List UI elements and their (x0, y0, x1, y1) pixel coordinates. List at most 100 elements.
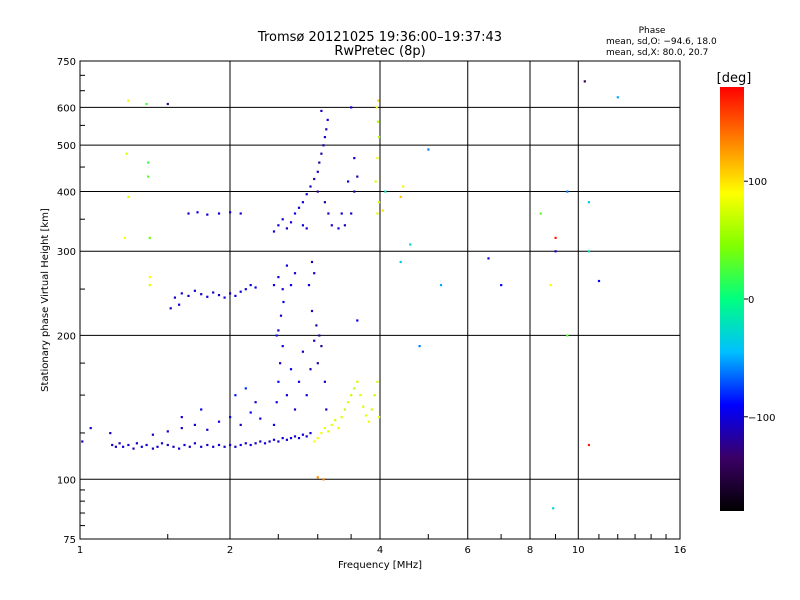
scatter-point (147, 175, 150, 178)
scatter-point (148, 236, 151, 239)
scatter-point (229, 443, 232, 447)
y-axis-label: Stationary phase Virtual Height [km] (40, 208, 51, 392)
scatter-point (315, 324, 318, 327)
scatter-point (309, 368, 312, 371)
y-tick-label: 750 (57, 57, 76, 68)
scatter-point (196, 211, 199, 214)
scatter-point (180, 292, 183, 295)
scatter-point (320, 152, 323, 155)
scatter-point (353, 190, 356, 193)
scatter-point (140, 445, 143, 448)
scatter-point (268, 440, 271, 443)
scatter-point (318, 161, 321, 164)
scatter-point (193, 289, 196, 292)
scatter-point (122, 445, 125, 448)
scatter-point (376, 120, 379, 123)
scatter-point (217, 294, 221, 297)
scatter-point (323, 380, 326, 383)
scatter-point (323, 427, 326, 430)
phase-box-title: Phase (639, 26, 666, 36)
scatter-point (148, 276, 151, 279)
scatter-point (318, 334, 321, 337)
scatter-point (297, 206, 301, 209)
y-axis-ticks: 75 100 200 300 400 500 600 750 (57, 57, 85, 546)
scatter-point (322, 144, 325, 147)
scatter-point (350, 394, 353, 397)
scatter-point (549, 284, 552, 287)
scatter-point (353, 387, 356, 390)
scatter-point (229, 416, 232, 419)
scatter-point (272, 423, 276, 426)
y-tick-label: 75 (63, 535, 76, 546)
scatter-point (340, 416, 343, 419)
scatter-point (376, 380, 379, 383)
scatter-point (160, 442, 164, 445)
scatter-point (350, 212, 353, 215)
scatter-point (206, 443, 209, 447)
scatter-point (132, 447, 135, 450)
scatter-point (427, 148, 430, 151)
x-tick-label: 1 (77, 545, 83, 556)
x-axis-ticks: 1 2 4 6 8 10 16 (77, 534, 686, 556)
scatter-point (244, 442, 247, 445)
scatter-point (285, 264, 288, 267)
scatter-point (305, 394, 308, 397)
x-tick-label: 8 (527, 545, 533, 556)
scatter-point (127, 443, 130, 447)
phase-box-line-o: mean, sd,O: −94.6, 18.0 (606, 37, 717, 47)
scatter-point (500, 284, 503, 287)
scatter-point (187, 212, 190, 215)
scatter-point (323, 136, 326, 139)
scatter-point (583, 80, 586, 83)
scatter-point (114, 445, 117, 448)
scatter-point (217, 443, 221, 447)
scatter-point (281, 288, 284, 291)
scatter-point (301, 433, 304, 436)
scatter-point (275, 401, 278, 404)
scatter-point (307, 284, 311, 287)
scatter-point (350, 106, 353, 109)
scatter-point (310, 309, 314, 313)
scatter-point (272, 438, 276, 441)
scatter-point (277, 276, 280, 279)
scatter-point (487, 257, 490, 260)
scatter-point (367, 420, 371, 423)
scatter-point (279, 314, 283, 317)
scatter-point (616, 96, 619, 99)
colorbar-tick-label: 100 (748, 177, 767, 188)
x-tick-label: 2 (227, 545, 233, 556)
scatter-point (362, 405, 365, 408)
scatter-point (539, 212, 542, 215)
scatter-point (356, 380, 359, 383)
plot-grid (80, 61, 680, 539)
y-tick-label: 100 (57, 475, 76, 486)
scatter-point (343, 224, 346, 227)
scatter-point (370, 408, 373, 411)
scatter-point (234, 394, 237, 397)
scatter-point (234, 445, 237, 448)
scatter-point (554, 236, 557, 239)
scatter-point (337, 227, 340, 230)
scatter-point (127, 99, 130, 102)
scatter-point (285, 227, 288, 230)
scatter-point (587, 443, 590, 447)
scatter-point (316, 476, 319, 479)
scatter-point (188, 445, 191, 448)
scatter-point (183, 443, 186, 447)
scatter-point (254, 442, 257, 445)
scatter-point (127, 195, 130, 198)
scatter-point (239, 443, 242, 447)
scatter-point (193, 423, 196, 426)
scatter-point (172, 445, 175, 448)
scatter-point (552, 507, 555, 510)
scatter-point (305, 193, 308, 196)
scatter-point (322, 478, 325, 481)
scatter-point (244, 288, 247, 291)
scatter-point (206, 295, 209, 298)
scatter-point (147, 161, 150, 164)
scatter-point (343, 408, 346, 411)
phase-box-line-x: mean, sd,X: 80.0, 20.7 (606, 48, 708, 58)
scatter-point (259, 417, 262, 420)
y-tick-label: 600 (57, 103, 76, 114)
scatter-point (337, 427, 340, 430)
